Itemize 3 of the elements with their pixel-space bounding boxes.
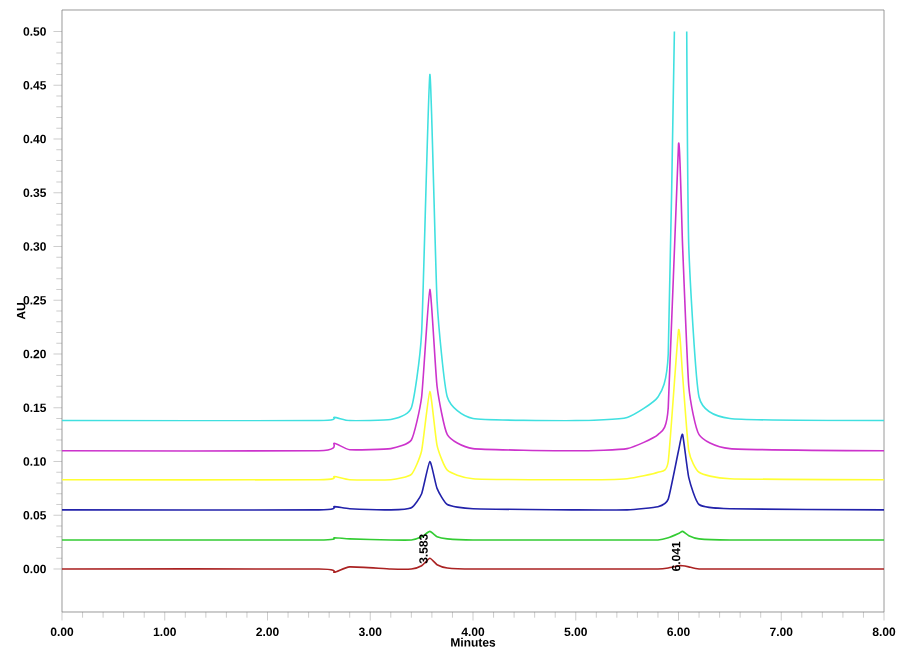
line-series <box>62 143 885 452</box>
line-series <box>62 433 885 511</box>
line-series <box>62 329 885 481</box>
